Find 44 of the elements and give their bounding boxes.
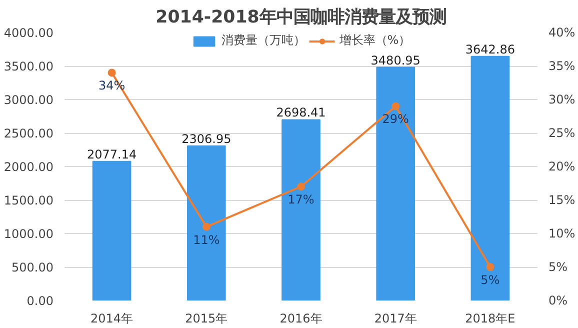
y-tick-label: 500.00 — [12, 260, 54, 274]
y2-tick-label: 10% — [548, 226, 576, 240]
x-tick-label: 2018年E — [465, 312, 516, 326]
chart-title: 2014-2018年中国咖啡消费量及预测 — [156, 8, 446, 28]
point — [486, 263, 494, 271]
y2-tick-label: 5% — [548, 260, 568, 274]
data-label: 2698.41 — [276, 106, 326, 120]
y-tick-label: 4000.00 — [4, 26, 54, 40]
data-label: 5% — [480, 273, 500, 287]
y-tick-label: 3000.00 — [4, 93, 54, 107]
y-tick-label: 0.00 — [26, 294, 54, 308]
y2-tick-label: 40% — [548, 26, 576, 40]
x-tick-label: 2014年 — [90, 312, 134, 326]
y-tick-label: 2000.00 — [4, 160, 54, 174]
y-tick-label: 3500.00 — [4, 60, 54, 74]
y2-tick-label: 15% — [548, 193, 576, 207]
x-tick-label: 2016年 — [280, 312, 322, 326]
bar — [376, 66, 416, 300]
point — [297, 182, 305, 191]
y-tick-label: 2500.00 — [4, 126, 54, 140]
point — [392, 102, 400, 110]
y-tick-label: 1000.00 — [4, 227, 54, 241]
data-label: 17% — [288, 192, 314, 207]
bar — [186, 145, 226, 300]
y2-tick-label: 30% — [548, 92, 576, 106]
legend-label: 消费量（万吨） — [221, 32, 306, 49]
y2-tick-label: 25% — [548, 126, 576, 140]
bar — [282, 119, 320, 300]
data-label: 11% — [193, 232, 220, 247]
bar — [470, 56, 510, 300]
y2-tick-label: 20% — [548, 160, 576, 174]
data-label: 2306.95 — [182, 132, 232, 146]
x-tick-label: 2017年 — [374, 312, 417, 326]
bar — [92, 160, 132, 300]
data-label: 2077.14 — [86, 147, 137, 162]
x-tick-label: 2015年 — [185, 312, 228, 326]
legend-label: 增长率（%） — [339, 32, 411, 49]
y2-tick-label: 0% — [548, 294, 568, 308]
point — [202, 222, 210, 231]
y-tick-label: 1500.00 — [4, 194, 54, 208]
y2-tick-label: 35% — [548, 59, 576, 73]
point — [108, 68, 116, 77]
data-label: 3642.86 — [465, 42, 516, 56]
data-label: 3480.95 — [370, 53, 420, 68]
